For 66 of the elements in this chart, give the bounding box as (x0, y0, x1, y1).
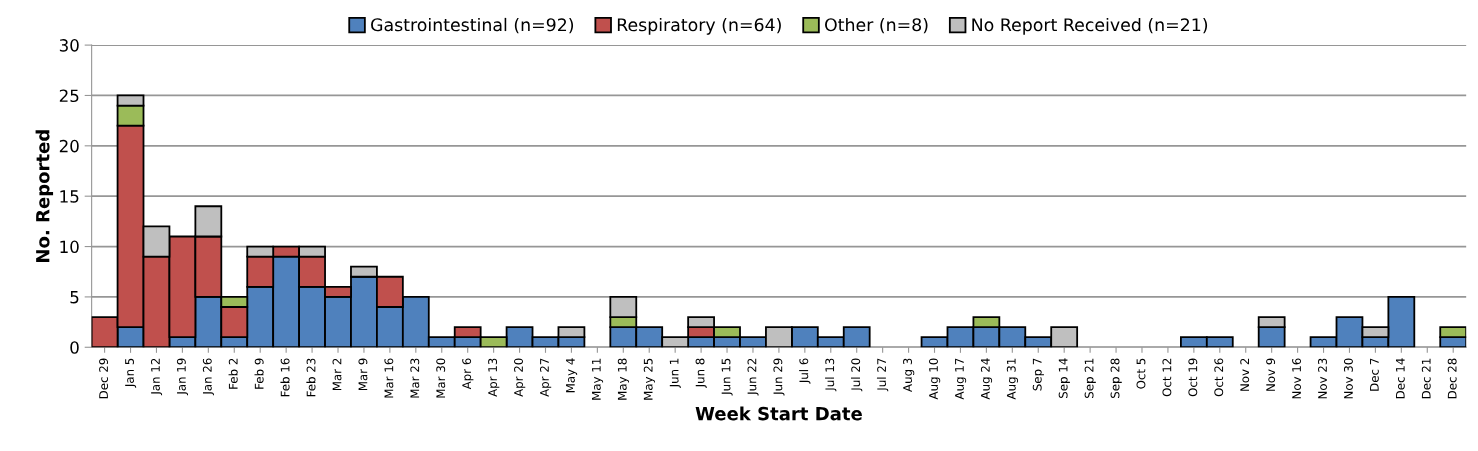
y-tick-label: 30 (59, 39, 79, 52)
x-tick-label: Feb 2 (228, 358, 238, 389)
x-tick-label: Sep 14 (1058, 358, 1070, 398)
x-tick-label: Dec 29 (99, 358, 109, 399)
x-tick-label: May 18 (617, 358, 630, 400)
x-tick-label: Jan 19 (176, 358, 189, 396)
x-tick-label: Apr 13 (488, 358, 500, 397)
x-tick-label: Nov 16 (1292, 358, 1302, 399)
x-tick-label: Apr 20 (514, 358, 526, 397)
legend-label: Respiratory (n=64) (617, 17, 781, 35)
x-tick-label: Oct 5 (1136, 358, 1146, 389)
x-tick-label: Jun 8 (695, 358, 707, 389)
x-tick-label: Jul 20 (851, 358, 863, 392)
x-tick-label: Aug 17 (955, 358, 967, 400)
x-tick-label: Jul 6 (799, 358, 811, 384)
x-tick-label: Jul 27 (876, 358, 889, 392)
x-tick-label: Mar 2 (332, 358, 342, 391)
x-tick-label: Feb 16 (280, 358, 290, 397)
x-tick-label: Oct 12 (1162, 358, 1172, 397)
x-tick-label: Dec 7 (1370, 358, 1379, 391)
legend-label: No Report Received (n=21) (972, 17, 1208, 35)
x-tick-label: Feb 9 (254, 358, 264, 389)
x-tick-label: Mar 23 (410, 358, 420, 398)
x-tick-label: Oct 19 (1188, 358, 1198, 397)
x-tick-label: Aug 10 (929, 358, 941, 400)
x-tick-label: May 11 (592, 358, 604, 400)
x-tick-label: Sep 7 (1032, 358, 1044, 391)
y-tick-label: 15 (60, 190, 79, 203)
legend-label: Other (n=8) (825, 17, 928, 34)
x-tick-label: Aug 3 (903, 358, 915, 392)
x-tick-label: May 25 (643, 358, 655, 400)
x-tick-label: May 4 (566, 358, 578, 393)
x-tick-label: Feb 23 (306, 358, 316, 397)
x-tick-label: Dec 14 (1395, 358, 1405, 399)
x-tick-label: Aug 31 (1006, 358, 1019, 400)
x-tick-label: Dec 28 (1447, 358, 1457, 399)
x-tick-label: Jul 13 (825, 358, 837, 392)
x-tick-label: Apr 6 (462, 358, 474, 390)
x-tick-label: Nov 30 (1343, 358, 1353, 399)
x-tick-label: Jan 12 (150, 358, 163, 396)
y-axis-title: No. Reported (35, 130, 54, 262)
y-tick-label: 5 (70, 291, 79, 304)
legend-label: Gastrointestinal (n=92) (371, 17, 574, 34)
x-tick-label: Jun 1 (669, 358, 681, 389)
y-tick-label: 20 (59, 139, 79, 153)
y-tick-label: 10 (60, 240, 79, 254)
x-tick-label: Oct 26 (1214, 358, 1224, 397)
x-tick-label: Sep 21 (1084, 358, 1096, 398)
x-tick-label: Nov 2 (1240, 358, 1250, 391)
x-tick-label: Jun 22 (747, 358, 759, 396)
x-axis-title: Week Start Date (695, 406, 862, 421)
x-tick-label: Jan 5 (125, 358, 137, 388)
x-tick-label: Mar 30 (436, 358, 446, 398)
x-tick-label: Nov 23 (1318, 358, 1327, 399)
y-tick-label: 0 (70, 341, 79, 354)
x-tick-label: Aug 24 (980, 358, 993, 400)
x-tick-label: Dec 21 (1421, 358, 1431, 399)
x-tick-label: Mar 16 (384, 358, 394, 398)
x-tick-label: Apr 27 (539, 358, 552, 397)
x-tick-label: Jan 26 (202, 358, 214, 396)
x-tick-label: Sep 28 (1110, 358, 1122, 398)
x-tick-label: Jun 15 (721, 358, 733, 396)
x-tick-label: Jun 29 (773, 358, 785, 396)
y-tick-label: 25 (59, 89, 79, 103)
x-tick-label: Nov 9 (1266, 358, 1276, 391)
x-tick-label: Mar 9 (358, 358, 368, 391)
